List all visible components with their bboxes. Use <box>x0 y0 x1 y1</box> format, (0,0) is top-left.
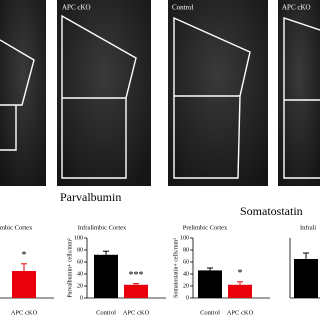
y-tick-label: 40 <box>77 271 83 277</box>
x-tick-label: Control <box>200 309 220 316</box>
bar <box>12 271 36 298</box>
y-tick-label: 60 <box>77 259 83 265</box>
y-tick-label: 80 <box>183 247 189 253</box>
y-tick-label: 100 <box>74 235 83 241</box>
y-axis-label: Somatostatin+ cells/mm² <box>173 238 179 298</box>
x-tick-label: Control <box>96 309 116 316</box>
chart-title: Infrali <box>300 224 316 231</box>
bar <box>94 254 118 298</box>
micrographs: APC cKO Control APC cKO <box>0 0 320 186</box>
roi-outline <box>61 14 137 179</box>
y-axis-label: Parvalbumin+ cells/mm² <box>67 238 73 298</box>
micrograph <box>278 0 320 186</box>
panel-label: APC cKO <box>62 4 91 12</box>
chart-title: mbic Cortex <box>0 224 33 231</box>
x-tick-label: APC cKO <box>11 309 38 316</box>
micrograph <box>168 0 268 186</box>
micrograph <box>0 0 46 186</box>
heading: Parvalbumin <box>60 190 121 204</box>
panel-label: APC cKO <box>282 4 311 12</box>
y-tick-label: 100 <box>180 235 189 241</box>
significance-label: *** <box>129 270 144 281</box>
y-tick-label: 0 <box>186 295 189 301</box>
chart-title: Prelimbic Cortex <box>183 224 228 231</box>
bar <box>198 270 222 298</box>
bar <box>228 284 252 298</box>
x-tick-label: APC cKO <box>123 309 150 316</box>
chart-title: Infralimbic Cortex <box>78 224 127 231</box>
micrograph <box>57 0 151 186</box>
roi-outline <box>173 16 251 179</box>
y-tick-label: 0 <box>80 295 83 301</box>
bar <box>294 259 318 298</box>
panel-label: Control <box>172 4 193 12</box>
y-tick-label: 20 <box>183 283 189 289</box>
heading: Somatostatin <box>240 204 303 218</box>
y-tick-label: 40 <box>183 271 189 277</box>
y-tick-label: 80 <box>77 247 83 253</box>
bar <box>124 284 148 298</box>
x-tick-label: APC cKO <box>227 309 254 316</box>
y-tick-label: 60 <box>183 259 189 265</box>
roi-outline <box>0 39 35 106</box>
significance-label: * <box>238 268 243 279</box>
roi-outline <box>283 17 320 179</box>
roi-outline <box>0 105 17 151</box>
y-tick-label: 20 <box>77 283 83 289</box>
significance-label: * <box>22 250 27 261</box>
